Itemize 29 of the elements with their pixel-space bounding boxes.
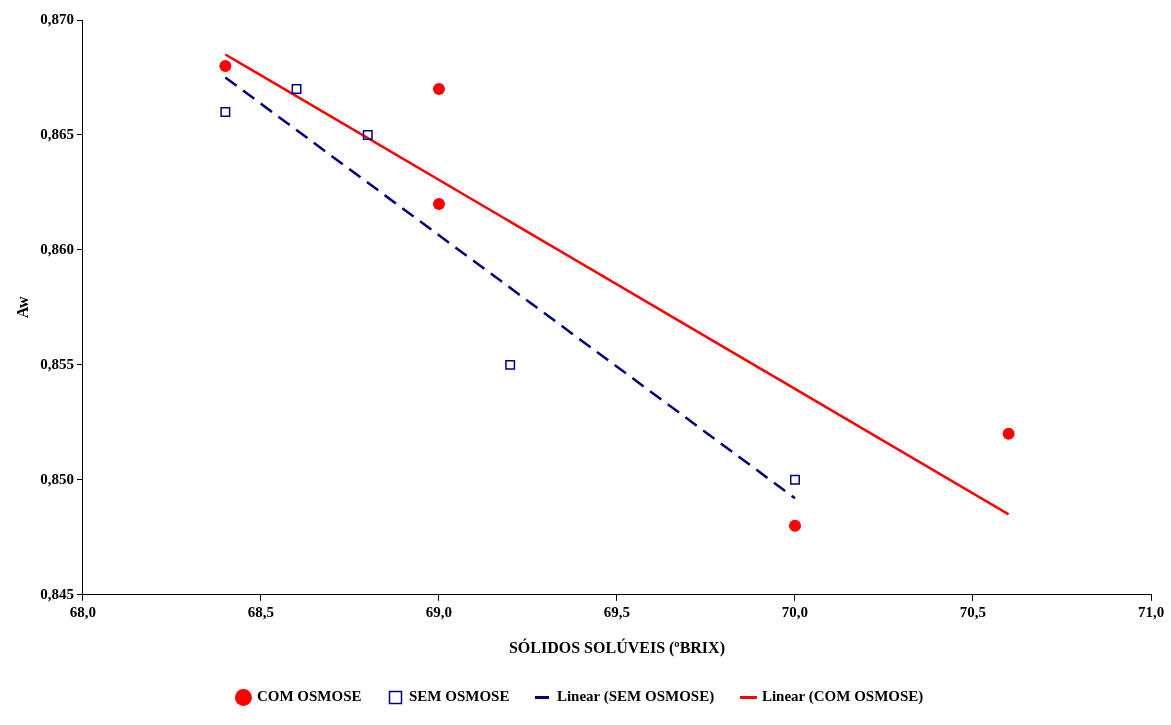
point (219, 59, 232, 72)
point (1002, 427, 1015, 440)
point (220, 106, 231, 117)
point (788, 519, 801, 532)
point (291, 83, 302, 94)
point (432, 197, 445, 210)
x-tick-label: 68,0 (69, 603, 97, 620)
point (432, 82, 445, 95)
legend-label: Linear (SEM OSMOSE) (556, 688, 715, 706)
x-tick-label: 71,0 (1137, 603, 1165, 620)
y-tick-label: 0,850 (40, 470, 74, 487)
point (362, 129, 373, 140)
x-tick-label: 68,5 (247, 603, 275, 620)
legend-label: Linear (COM OSMOSE) (761, 688, 924, 706)
x-tick-label: 70,5 (959, 603, 987, 620)
legend-label: SEM OSMOSE (408, 688, 510, 705)
y-tick-label: 0,860 (40, 240, 74, 257)
y-tick-label: 0,845 (40, 585, 74, 602)
x-tick-label: 69,0 (425, 603, 453, 620)
y-tick-label: 0,870 (40, 10, 74, 27)
point (505, 359, 516, 370)
x-tick-label: 70,0 (781, 603, 809, 620)
point (789, 474, 800, 485)
y-tick-label: 0,865 (40, 125, 74, 142)
legend-label: COM OSMOSE (256, 688, 362, 705)
x-axis-title: SÓLIDOS SOLÚVEIS (ºBRIX) (508, 637, 725, 657)
x-tick-label: 69,5 (603, 603, 631, 620)
y-tick-label: 0,855 (40, 355, 74, 372)
y-axis-title: Aw (13, 295, 31, 319)
